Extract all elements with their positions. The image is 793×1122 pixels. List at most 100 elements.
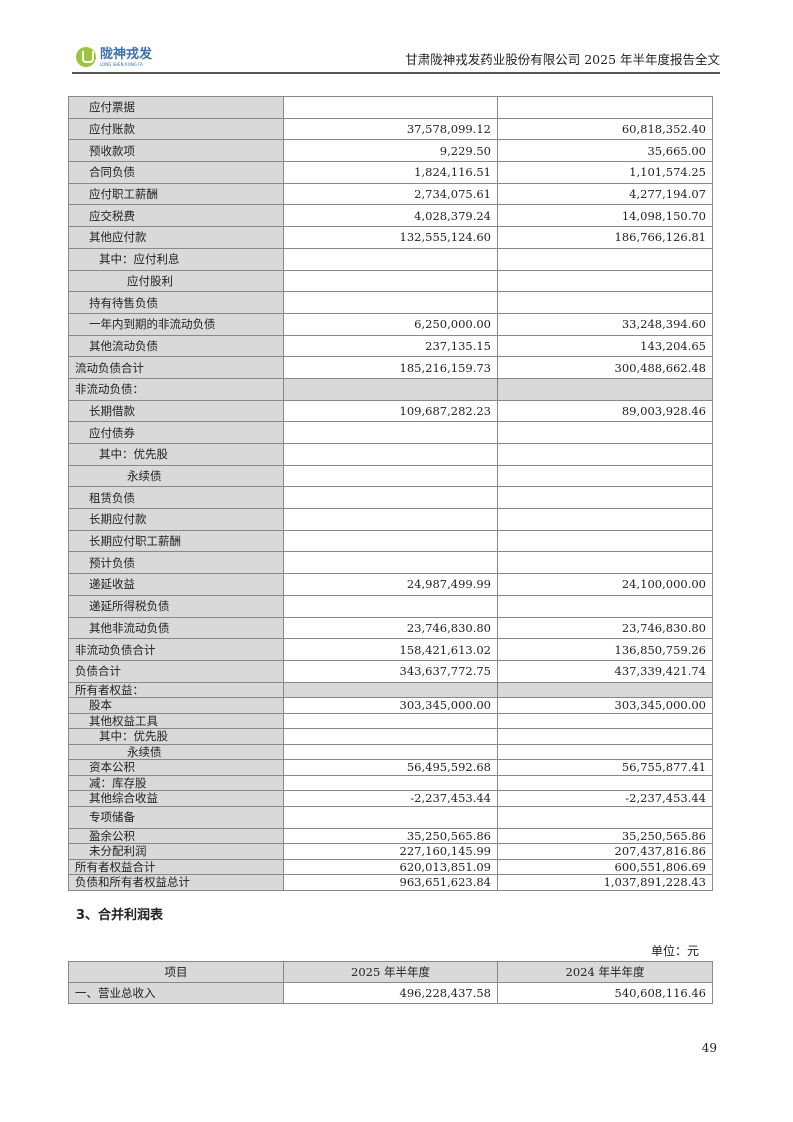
row-prior: 35,665.00 bbox=[497, 139, 713, 163]
row-prior: 437,339,421.74 bbox=[497, 659, 713, 683]
row-current: 4,028,379.24 bbox=[283, 204, 498, 228]
header-item: 项目 bbox=[68, 960, 284, 983]
row-label: 应付债券 bbox=[68, 421, 284, 444]
row-prior: 33,248,394.60 bbox=[497, 312, 713, 336]
row-label: 未分配利润 bbox=[68, 843, 284, 860]
row-prior: 207,437,816.86 bbox=[497, 843, 713, 860]
logo-en-text: LONG SHEN RONG FA bbox=[100, 62, 143, 67]
row-label: 非流动负债： bbox=[68, 377, 284, 401]
row-label: 所有者权益： bbox=[68, 681, 284, 699]
row-current: 343,637,772.75 bbox=[283, 659, 498, 683]
row-current: 132,555,124.60 bbox=[283, 226, 498, 249]
table-row: 预收款项 9,229.50 35,665.00 bbox=[68, 139, 713, 163]
row-current bbox=[283, 594, 498, 618]
row-label: 其他流动负债 bbox=[68, 334, 284, 358]
row-label: 所有者权益合计 bbox=[68, 858, 284, 876]
section-title: 3、合并利润表 bbox=[76, 907, 164, 923]
row-current bbox=[283, 291, 498, 314]
row-label: 永续债 bbox=[68, 464, 284, 488]
row-prior bbox=[497, 712, 713, 730]
row-prior: 60,818,352.40 bbox=[497, 117, 713, 141]
row-current bbox=[283, 681, 498, 699]
table-row: 永续债 bbox=[68, 743, 713, 761]
table-row: 未分配利润 227,160,145.99 207,437,816.86 bbox=[68, 843, 713, 860]
table-row: 其他应付款 132,555,124.60 186,766,126.81 bbox=[68, 226, 713, 249]
row-current: 37,578,099.12 bbox=[283, 117, 498, 141]
row-label: 长期应付款 bbox=[68, 508, 284, 531]
header-prior: 2024 年半年度 bbox=[497, 960, 713, 983]
row-label: 应付账款 bbox=[68, 117, 284, 141]
row-label: 租赁负债 bbox=[68, 486, 284, 510]
row-current bbox=[283, 774, 498, 792]
table-row: 非流动负债合计 158,421,613.02 136,850,759.26 bbox=[68, 638, 713, 661]
row-label: 一年内到期的非流动负债 bbox=[68, 312, 284, 336]
row-label: 减：库存股 bbox=[68, 774, 284, 792]
table-row: 递延收益 24,987,499.99 24,100,000.00 bbox=[68, 573, 713, 596]
row-label: 应付股利 bbox=[68, 269, 284, 293]
row-label: 其中：优先股 bbox=[68, 443, 284, 466]
row-prior bbox=[497, 247, 713, 271]
table-row: 持有待售负债 bbox=[68, 291, 713, 314]
row-prior bbox=[497, 594, 713, 618]
row-current bbox=[283, 443, 498, 466]
table-row: 应付股利 bbox=[68, 269, 713, 293]
row-current bbox=[283, 712, 498, 730]
section-row: 非流动负债： bbox=[68, 377, 713, 401]
row-label: 资本公积 bbox=[68, 759, 284, 776]
page-number: 49 bbox=[701, 1041, 717, 1055]
row-current bbox=[283, 728, 498, 745]
row-current: -2,237,453.44 bbox=[283, 790, 498, 807]
page-header: 陇神戎发 LONG SHEN RONG FA 甘肃陇神戎发药业股份有限公司 20… bbox=[72, 44, 720, 74]
balance-sheet-table: 应付票据 应付账款 37,578,099.12 60,818,352.40 预收款项 9,… bbox=[68, 96, 713, 891]
row-current: 109,687,282.23 bbox=[283, 399, 498, 423]
table-row: 其中：应付利息 bbox=[68, 247, 713, 271]
table-row: 其中：优先股 bbox=[68, 728, 713, 745]
row-label: 股本 bbox=[68, 697, 284, 714]
row-prior: 14,098,150.70 bbox=[497, 204, 713, 228]
row-prior bbox=[497, 805, 713, 829]
row-prior: -2,237,453.44 bbox=[497, 790, 713, 807]
row-prior bbox=[497, 464, 713, 488]
row-label: 一、营业总收入 bbox=[68, 981, 284, 1004]
row-current bbox=[283, 247, 498, 271]
row-label: 非流动负债合计 bbox=[68, 638, 284, 661]
table-row: 应付债券 bbox=[68, 421, 713, 444]
row-current: 237,135.15 bbox=[283, 334, 498, 358]
row-label: 其中：优先股 bbox=[68, 728, 284, 745]
row-current: 303,345,000.00 bbox=[283, 697, 498, 714]
row-label: 长期借款 bbox=[68, 399, 284, 423]
row-prior bbox=[497, 377, 713, 401]
document-title: 甘肃陇神戎发药业股份有限公司 2025 年半年度报告全文 bbox=[405, 52, 720, 67]
row-current bbox=[283, 805, 498, 829]
table-row: 预计负债 bbox=[68, 551, 713, 575]
row-current: 620,013,851.09 bbox=[283, 858, 498, 876]
row-prior bbox=[497, 681, 713, 699]
row-label: 负债和所有者权益总计 bbox=[68, 874, 284, 891]
income-statement-table: 项目 2025 年半年度 2024 年半年度 一、营业总收入 496,228,4… bbox=[68, 960, 713, 1004]
row-label: 合同负债 bbox=[68, 161, 284, 184]
table-header-row: 项目 2025 年半年度 2024 年半年度 bbox=[68, 960, 713, 983]
row-prior bbox=[497, 486, 713, 510]
row-current: 1,824,116.51 bbox=[283, 161, 498, 184]
table-row: 股本 303,345,000.00 303,345,000.00 bbox=[68, 697, 713, 714]
table-row: 流动负债合计 185,216,159.73 300,488,662.48 bbox=[68, 356, 713, 379]
row-prior: 300,488,662.48 bbox=[497, 356, 713, 379]
table-row: 应付账款 37,578,099.12 60,818,352.40 bbox=[68, 117, 713, 141]
row-prior: 89,003,928.46 bbox=[497, 399, 713, 423]
table-row: 负债和所有者权益总计 963,651,623.84 1,037,891,228.43 bbox=[68, 874, 713, 891]
row-prior: 303,345,000.00 bbox=[497, 697, 713, 714]
row-label: 其他应付款 bbox=[68, 226, 284, 249]
row-prior: 23,746,830.80 bbox=[497, 616, 713, 640]
table-row: 其他流动负债 237,135.15 143,204.65 bbox=[68, 334, 713, 358]
row-current bbox=[283, 508, 498, 531]
row-prior bbox=[497, 291, 713, 314]
row-label: 应付职工薪酬 bbox=[68, 182, 284, 206]
row-prior: 1,101,574.25 bbox=[497, 161, 713, 184]
row-label: 专项储备 bbox=[68, 805, 284, 829]
row-current bbox=[283, 464, 498, 488]
header-current: 2025 年半年度 bbox=[283, 960, 498, 983]
row-current: 35,250,565.86 bbox=[283, 827, 498, 845]
row-label: 递延收益 bbox=[68, 573, 284, 596]
row-prior: 1,037,891,228.43 bbox=[497, 874, 713, 891]
row-prior bbox=[497, 508, 713, 531]
